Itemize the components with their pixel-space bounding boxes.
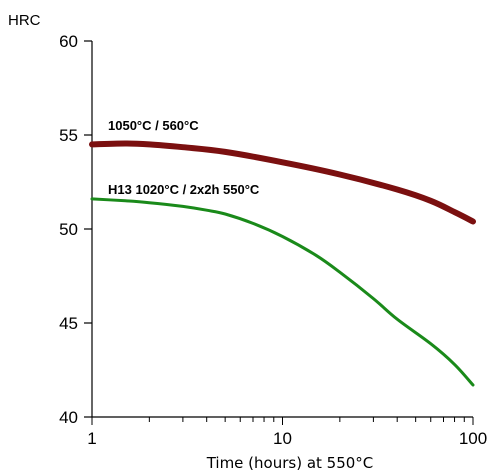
x-axis-label: Time (hours) at 550°C	[206, 454, 374, 472]
y-tick-label: 50	[59, 220, 78, 239]
y-axis-label: HRC	[8, 12, 41, 29]
x-tick-label: 1	[87, 429, 96, 448]
y-tick-label: 60	[59, 32, 78, 51]
y-ticks: 40 45 50 55 60	[59, 32, 92, 427]
series-lines	[89, 140, 476, 387]
y-tick-label: 55	[59, 126, 78, 145]
y-tick-label: 45	[59, 314, 78, 333]
axes	[91, 41, 473, 418]
series-label-2: H13 1020°C / 2x2h 550°C	[108, 182, 260, 197]
series-label-1: 1050°C / 560°C	[108, 118, 199, 133]
series-line-1	[89, 140, 476, 225]
x-ticks: 1 10 100	[87, 417, 487, 448]
series-line-2	[90, 197, 475, 387]
y-tick-label: 40	[59, 408, 78, 427]
x-tick-label: 100	[459, 429, 487, 448]
x-tick-label: 10	[273, 429, 292, 448]
